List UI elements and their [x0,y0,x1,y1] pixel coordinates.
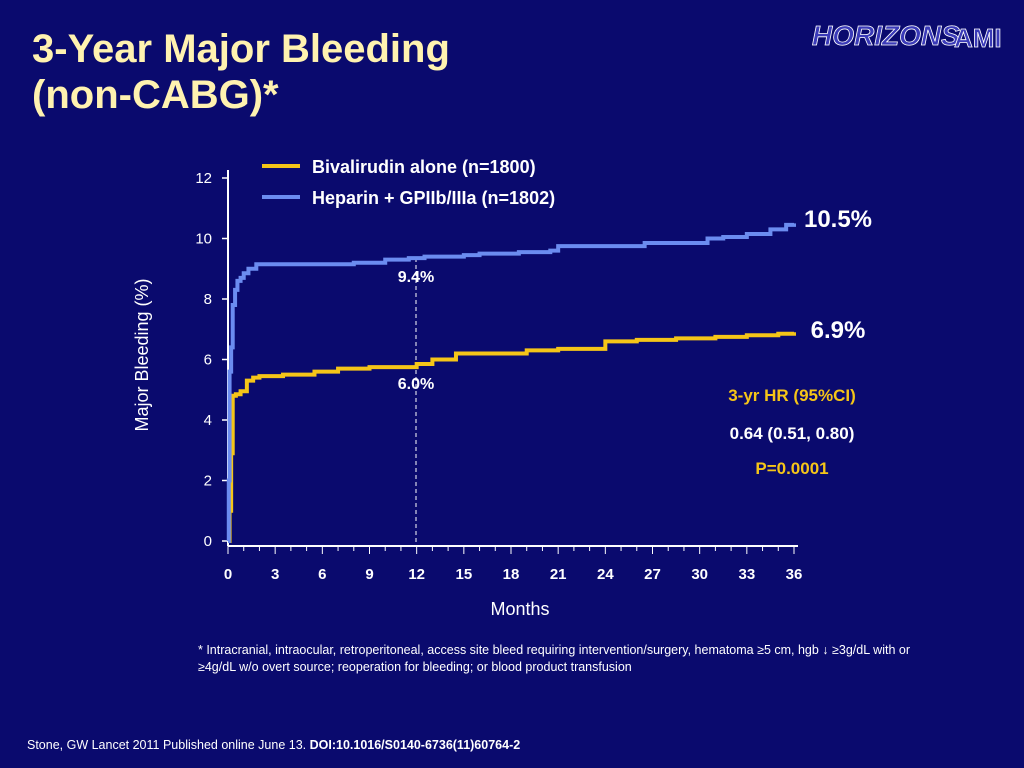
y-tick-label: 0 [204,533,212,550]
annotation-heparin-12m: 9.4% [398,269,434,286]
x-tick-label: 36 [786,566,803,583]
x-tick-label: 27 [644,566,661,583]
horizons-ami-logo: HORIZONS AMI [812,20,1002,52]
x-tick-label: 30 [691,566,708,583]
x-tick-label: 18 [503,566,520,583]
annotation-bivalirudin-12m: 6.0% [398,376,434,393]
title-line-1: 3-Year Major Bleeding [32,27,450,71]
p-value: P=0.0001 [755,459,828,478]
y-tick-label: 12 [195,170,212,187]
x-tick-label: 0 [224,566,232,583]
x-tick-label: 33 [738,566,755,583]
citation-doi: DOI:10.1016/S0140-6736(11)60764-2 [309,738,521,752]
heparin-series-line [226,222,796,543]
title-line-2: (non-CABG)* [32,73,279,117]
x-tick-label: 3 [271,566,279,583]
x-tick-label: 15 [455,566,472,583]
footnote: * Intracranial, intraocular, retroperito… [198,643,910,674]
hazard-ratio-value: 0.64 (0.51, 0.80) [730,424,855,443]
y-tick-label: 4 [204,412,212,429]
bivalirudin-series-line [227,331,796,543]
legend-label-heparin: Heparin + GPIIb/IIIa (n=1802) [312,188,555,208]
y-tick-label: 2 [204,473,212,490]
annotation-bivalirudin-end: 6.9% [811,317,866,344]
x-tick-label: 21 [550,566,567,583]
x-tick-label: 6 [318,566,326,583]
x-tick-label: 24 [597,566,614,583]
logo-text-ami: AMI [954,23,1002,52]
x-tick-label: 12 [408,566,425,583]
y-tick-label: 8 [204,291,212,308]
y-axis-title: Major Bleeding (%) [132,278,152,431]
y-tick-label: 6 [204,352,212,369]
page-title: 3-Year Major Bleeding (non-CABG)* [32,26,450,118]
x-axis-title: Months [490,599,549,619]
logo-text-horizons: HORIZONS [812,20,960,51]
citation-text: Stone, GW Lancet 2011 Published online J… [27,738,310,752]
hazard-ratio-label: 3-yr HR (95%CI) [728,386,856,405]
annotation-heparin-end: 10.5% [804,206,872,233]
citation: Stone, GW Lancet 2011 Published online J… [27,738,520,752]
x-tick-label: 9 [365,566,373,583]
legend-label-bivalirudin: Bivalirudin alone (n=1800) [312,157,536,177]
y-tick-label: 10 [195,231,212,248]
